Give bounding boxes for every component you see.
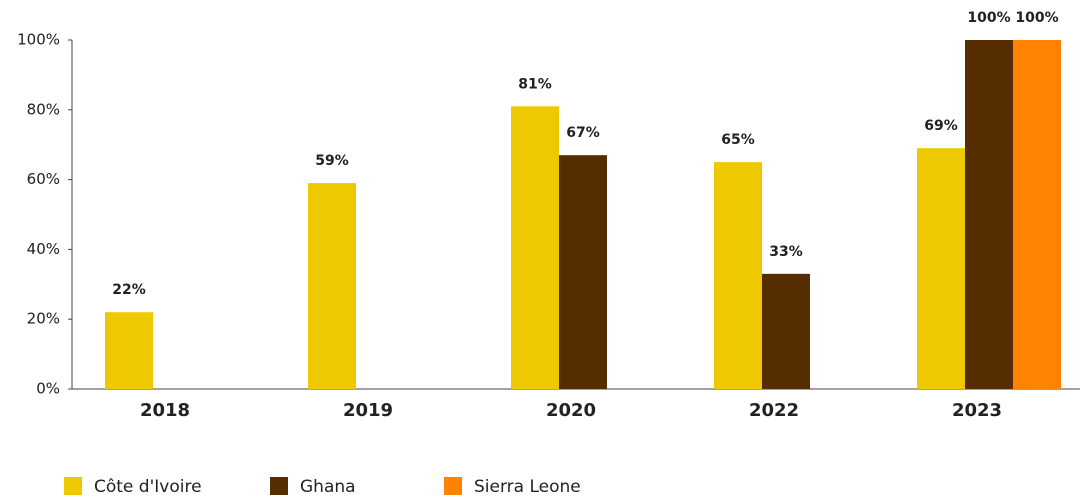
legend-label: Sierra Leone [474,477,581,497]
value-label: 81% [518,76,552,92]
y-tick-label: 40% [27,240,60,258]
value-label: 100% [1015,10,1058,26]
bar [917,148,965,389]
legend-label: Ghana [300,477,356,497]
legend-swatch [270,477,288,495]
x-tick-label: 2019 [343,400,393,421]
value-label: 67% [566,125,600,141]
x-tick-label: 2022 [749,400,799,421]
bar [762,273,810,389]
bar [965,40,1013,389]
bar [105,312,153,389]
x-tick-label: 2020 [546,400,596,421]
legend-swatch [64,477,82,495]
x-tick-label: 2023 [952,400,1002,421]
legend-label: Côte d'Ivoire [94,477,202,497]
bar [714,162,762,389]
value-label: 22% [112,282,146,298]
bar [1013,40,1061,389]
bar [308,183,356,389]
y-tick-label: 100% [17,31,60,49]
value-label: 100% [967,10,1010,26]
bar [559,155,607,389]
y-tick-label: 60% [27,170,60,188]
value-label: 33% [769,244,803,260]
bar [511,106,559,389]
x-tick-label: 2018 [140,400,190,421]
y-tick-label: 80% [27,100,60,118]
value-label: 59% [315,153,349,169]
value-label: 65% [721,132,755,148]
value-label: 69% [924,118,958,134]
legend-swatch [444,477,462,495]
y-tick-label: 0% [36,380,60,398]
y-tick-label: 20% [27,310,60,328]
